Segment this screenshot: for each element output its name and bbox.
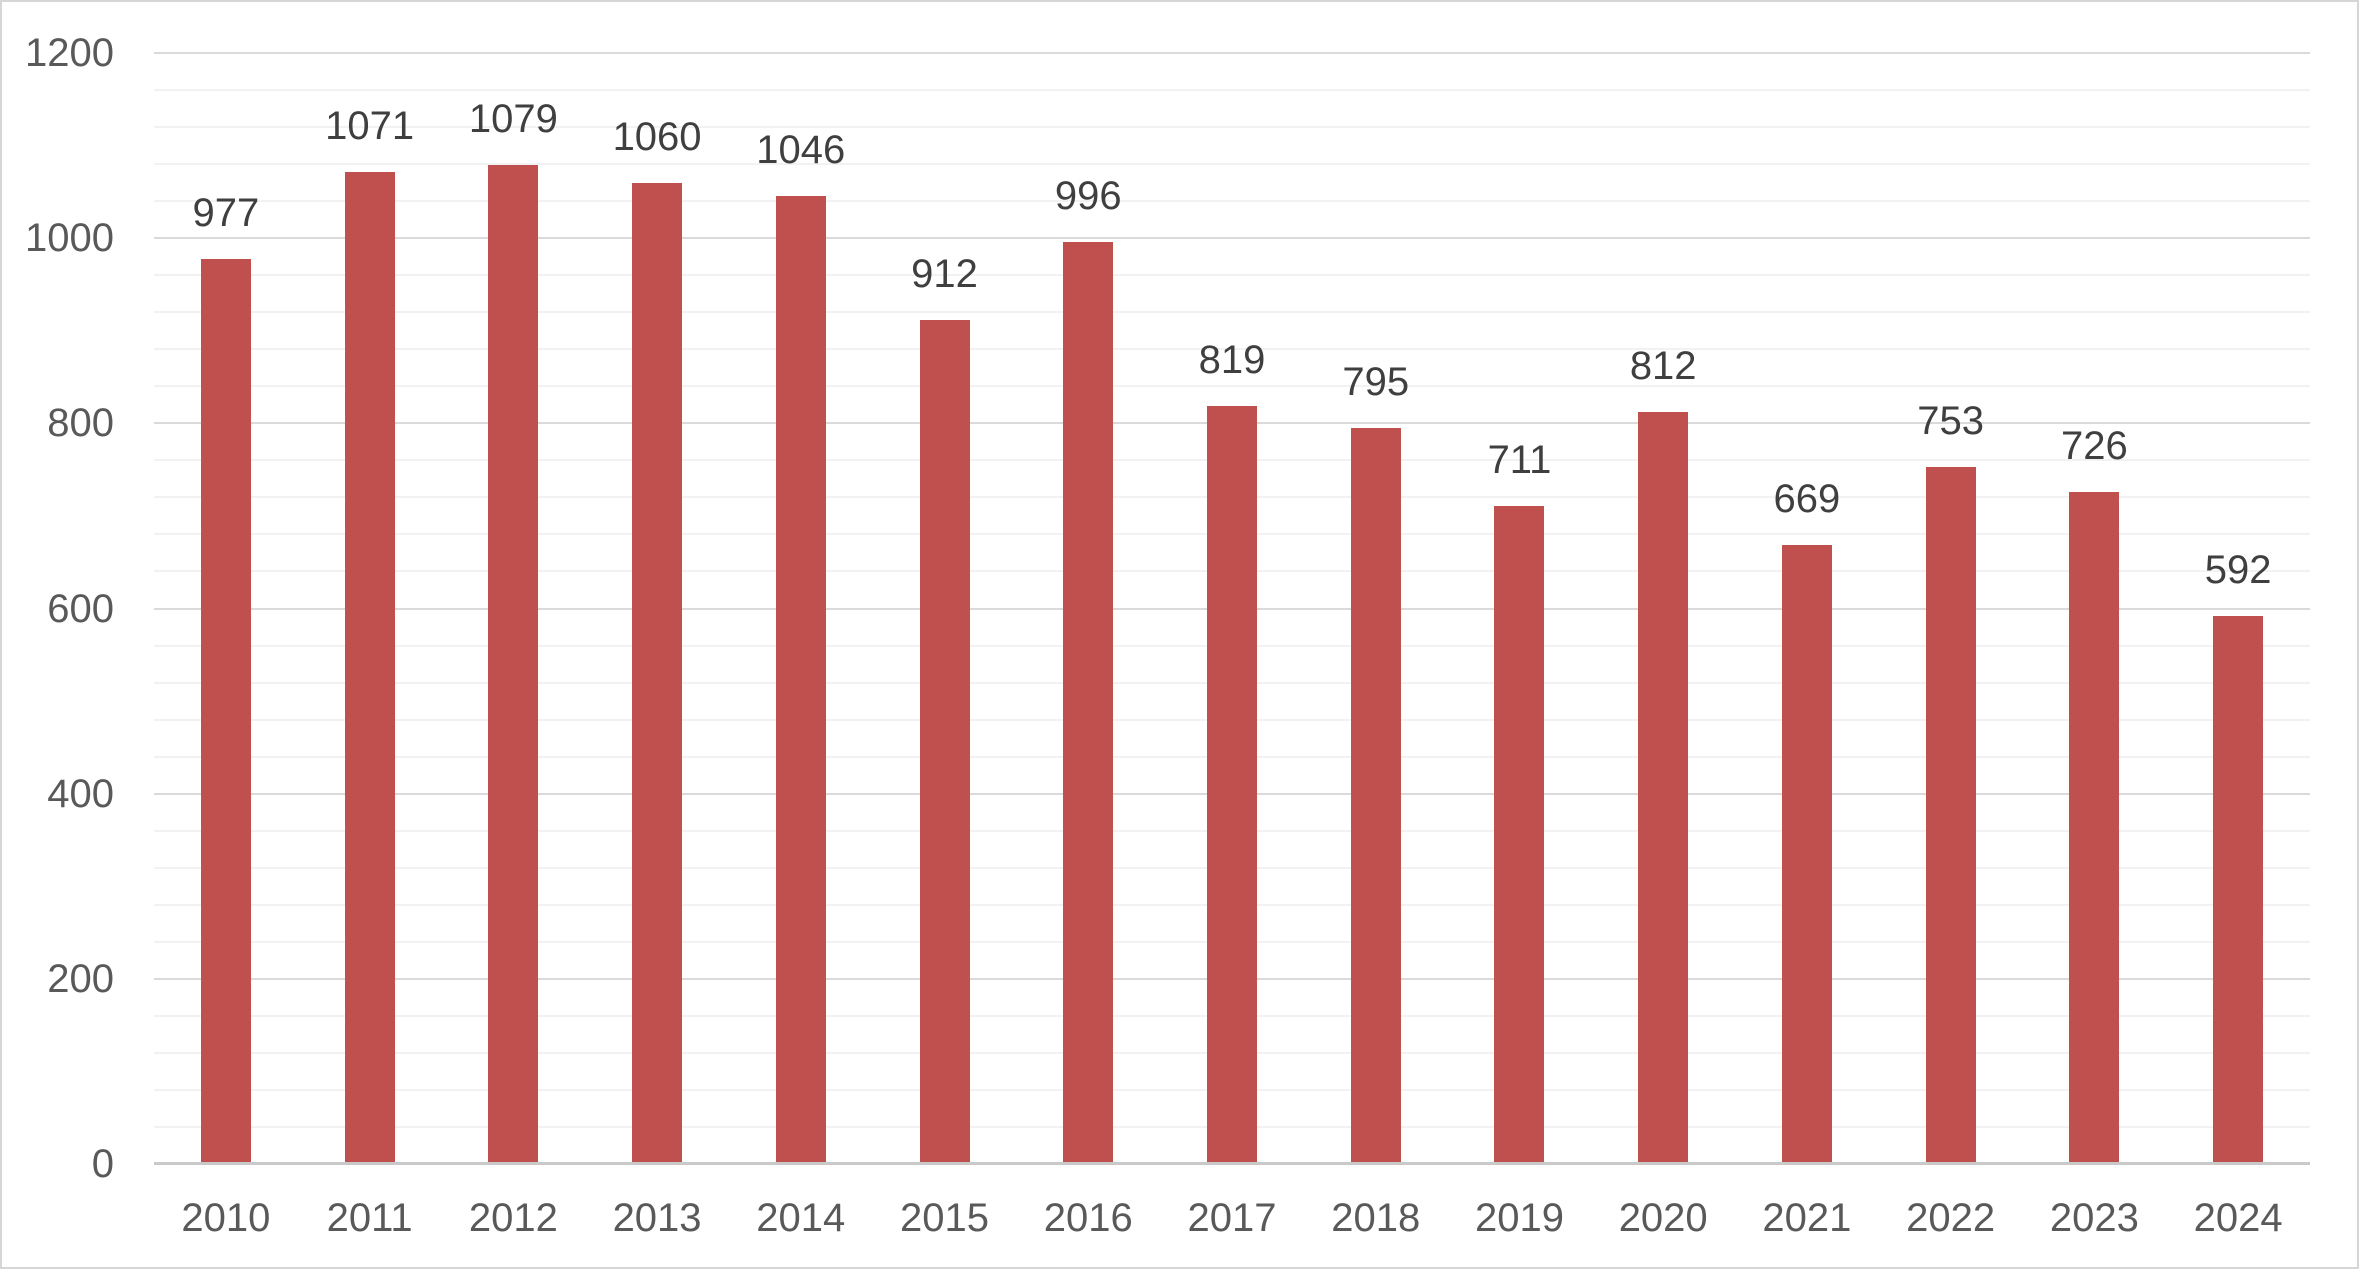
x-axis-tick-label: 2010 bbox=[181, 1196, 271, 1240]
bar-value-label: 977 bbox=[192, 191, 260, 236]
x-axis-tick-label: 2018 bbox=[1331, 1196, 1421, 1240]
major-gridline bbox=[154, 52, 2310, 54]
y-axis-tick-label: 1000 bbox=[25, 216, 114, 261]
bar-value-label: 1046 bbox=[756, 127, 846, 172]
x-axis-tick-label: 2019 bbox=[1474, 1196, 1564, 1240]
bar-2016 bbox=[1063, 241, 1114, 1164]
minor-gridline bbox=[154, 89, 2310, 92]
minor-gridline bbox=[154, 311, 2310, 314]
y-axis-tick-label: 600 bbox=[47, 586, 114, 631]
bar-2015 bbox=[919, 319, 970, 1164]
x-axis-tick-label: 2015 bbox=[900, 1196, 990, 1240]
x-axis-tick-label: 2016 bbox=[1043, 1196, 1133, 1240]
bar-2018 bbox=[1350, 427, 1401, 1164]
bar-value-label: 1060 bbox=[612, 114, 702, 159]
bar-2024 bbox=[2213, 615, 2264, 1164]
bar-value-label: 996 bbox=[1054, 173, 1122, 218]
x-axis-tick-label: 2014 bbox=[756, 1196, 846, 1240]
minor-gridline bbox=[154, 274, 2310, 277]
bar-2013 bbox=[632, 182, 683, 1164]
bar-value-label: 912 bbox=[911, 251, 978, 296]
bar-value-label: 753 bbox=[1917, 398, 1985, 443]
bar-value-label: 812 bbox=[1629, 344, 1697, 389]
bar-value-label: 819 bbox=[1198, 337, 1266, 382]
bar-2019 bbox=[1494, 505, 1545, 1164]
bar-2017 bbox=[1207, 405, 1257, 1164]
y-axis: 0 200 400 600 800 1000 1200 bbox=[2, 2, 114, 1267]
bar-value-label: 711 bbox=[1487, 437, 1552, 482]
minor-gridline bbox=[154, 385, 2310, 388]
bar-2012 bbox=[488, 165, 539, 1164]
bar-value-label: 592 bbox=[2204, 547, 2272, 592]
bar-value-label: 1071 bbox=[325, 104, 415, 149]
bar-2010 bbox=[200, 259, 251, 1164]
minor-gridline bbox=[154, 163, 2310, 166]
bar-value-label: 795 bbox=[1342, 359, 1410, 404]
x-axis-tick-label: 2020 bbox=[1618, 1196, 1708, 1240]
y-axis-tick-label: 0 bbox=[91, 1142, 114, 1186]
x-axis-tick-label: 2021 bbox=[1762, 1196, 1852, 1240]
x-axis-tick-label: 2011 bbox=[326, 1196, 413, 1240]
minor-gridline bbox=[154, 348, 2310, 351]
bar-value-label: 669 bbox=[1773, 476, 1841, 521]
x-axis-tick-label: 2024 bbox=[2193, 1196, 2283, 1240]
bar-2014 bbox=[775, 195, 826, 1164]
x-axis-tick-label: 2023 bbox=[2049, 1196, 2139, 1240]
bar-2011 bbox=[344, 172, 395, 1164]
y-axis-tick-label: 400 bbox=[47, 771, 114, 816]
x-axis-tick-label: 2012 bbox=[468, 1196, 558, 1240]
minor-gridline bbox=[154, 126, 2310, 129]
minor-gridline bbox=[154, 200, 2310, 203]
x-axis-line bbox=[154, 1162, 2310, 1165]
y-axis-tick-label: 200 bbox=[47, 956, 114, 1001]
y-axis-tick-label: 800 bbox=[47, 401, 114, 446]
x-axis-tick-label: 2017 bbox=[1187, 1196, 1277, 1240]
bar-2023 bbox=[2069, 491, 2120, 1164]
bar-2022 bbox=[1925, 466, 1976, 1164]
x-axis-tick-label: 2013 bbox=[612, 1196, 702, 1240]
bar-2020 bbox=[1638, 412, 1689, 1164]
bar-value-label: 1079 bbox=[468, 97, 558, 142]
y-axis-tick-label: 1200 bbox=[25, 31, 114, 75]
bar-value-label: 726 bbox=[2061, 423, 2128, 468]
major-gridline bbox=[154, 237, 2310, 240]
bar-2021 bbox=[1781, 544, 1832, 1164]
x-axis-tick-label: 2022 bbox=[1906, 1196, 1996, 1240]
plot-area: 977 1071 1079 1060 1046 912 996 819 795 711 812 669… bbox=[154, 52, 2310, 1164]
